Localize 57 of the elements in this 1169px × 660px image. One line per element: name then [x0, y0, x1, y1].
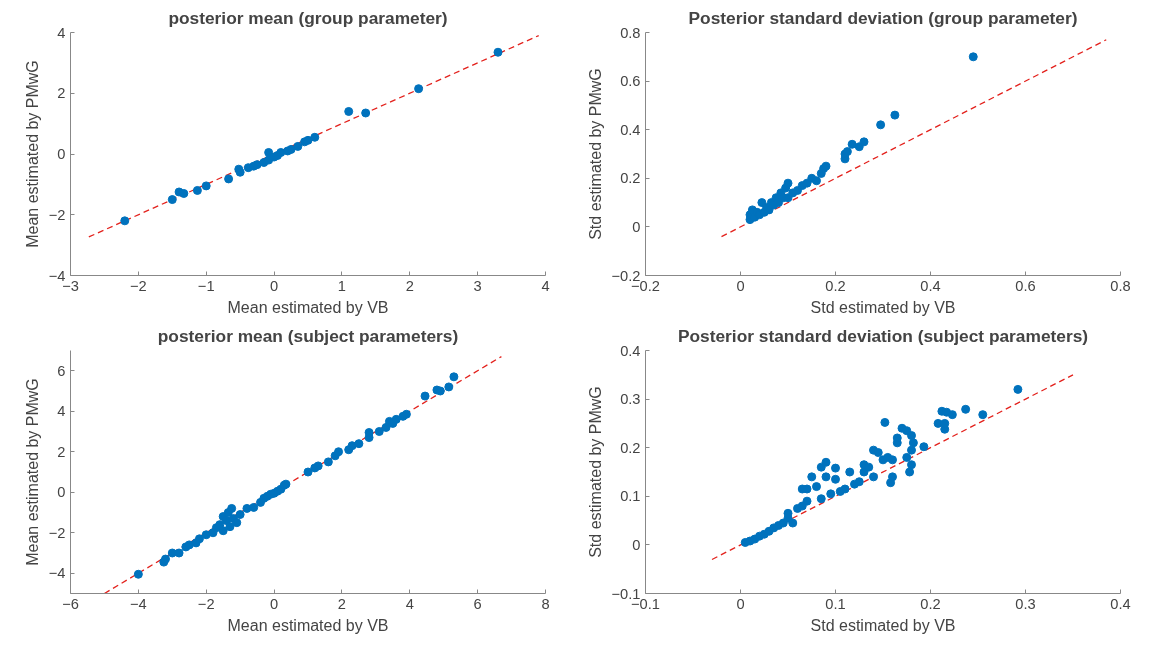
- y-tick-label: 0: [632, 218, 641, 235]
- x-tick-label: 0: [736, 595, 745, 612]
- x-tick-label: 0.3: [1015, 595, 1036, 612]
- x-tick-label: 2: [337, 595, 347, 612]
- x-tick-label: 8: [541, 595, 550, 612]
- y-axis-title: Mean estimated by PMwG: [23, 60, 41, 248]
- y-tick-label: 0: [57, 146, 66, 162]
- x-tick-label: 0.4: [920, 277, 941, 294]
- y-tick-label: 0: [632, 536, 641, 553]
- x-tick-label: 0: [270, 277, 279, 294]
- y-axis-title: Mean estimated by PMwG: [23, 378, 41, 566]
- x-tick-label: 0.2: [920, 595, 941, 612]
- x-tick-label: −4: [130, 595, 147, 612]
- y-tick-label: −4: [48, 565, 66, 582]
- x-axis-title: Std estimated by VB: [810, 298, 956, 316]
- x-tick-label: 0.4: [1110, 595, 1131, 612]
- y-tick-label: −2: [48, 524, 66, 541]
- x-tick-label: 0.8: [1110, 277, 1131, 294]
- chart-title: Posterior standard deviation (subject parameters): [677, 325, 1089, 346]
- x-tick-label: 0: [736, 277, 745, 294]
- y-tick-label: 0.4: [620, 342, 641, 359]
- x-axis-title: Mean estimated by VB: [227, 616, 389, 634]
- y-tick-label: 0.4: [620, 121, 641, 138]
- chart-title: Posterior standard deviation (group parameter): [688, 7, 1078, 28]
- y-tick-label: 0.1: [620, 488, 641, 505]
- x-tick-label: −2: [130, 277, 147, 294]
- y-axis-title: Std estimated by PMwG: [586, 68, 604, 240]
- x-tick-label: 1: [337, 277, 347, 294]
- x-tick-label: 6: [473, 595, 482, 612]
- y-tick-label: −2: [48, 206, 66, 223]
- x-tick-label: 4: [541, 277, 550, 294]
- x-tick-label: 0: [270, 595, 279, 612]
- chart-title: posterior mean (group parameter): [168, 7, 448, 28]
- x-axis-title: Std estimated by VB: [810, 616, 956, 634]
- y-tick-label: 0: [57, 484, 66, 501]
- y-tick-label: 0.2: [620, 439, 641, 456]
- y-tick-label: 0.8: [620, 24, 641, 41]
- y-tick-label: 4: [57, 403, 66, 420]
- x-tick-label: 0.1: [825, 595, 846, 612]
- y-tick-label: 2: [57, 85, 66, 102]
- y-tick-label: 6: [57, 362, 66, 379]
- x-tick-label: 3: [473, 277, 482, 294]
- x-tick-label: −6: [62, 595, 79, 612]
- chart-title: posterior mean (subject parameters): [157, 325, 459, 346]
- x-tick-label: 0.2: [825, 277, 846, 294]
- y-tick-label: 0.2: [620, 170, 641, 187]
- x-tick-label: −2: [197, 595, 215, 612]
- y-tick-label: 4: [57, 24, 66, 41]
- x-tick-label: 4: [405, 595, 414, 612]
- x-tick-label: 2: [405, 277, 414, 294]
- y-tick-label: 0.6: [620, 73, 641, 90]
- x-axis-title: Mean estimated by VB: [227, 298, 389, 316]
- x-tick-label: −1: [197, 277, 215, 294]
- y-axis-title: Std estimated by PMwG: [586, 386, 604, 558]
- x-tick-label: 0.6: [1015, 277, 1036, 294]
- y-tick-label: 0.3: [620, 391, 641, 408]
- y-tick-label: 2: [57, 443, 66, 460]
